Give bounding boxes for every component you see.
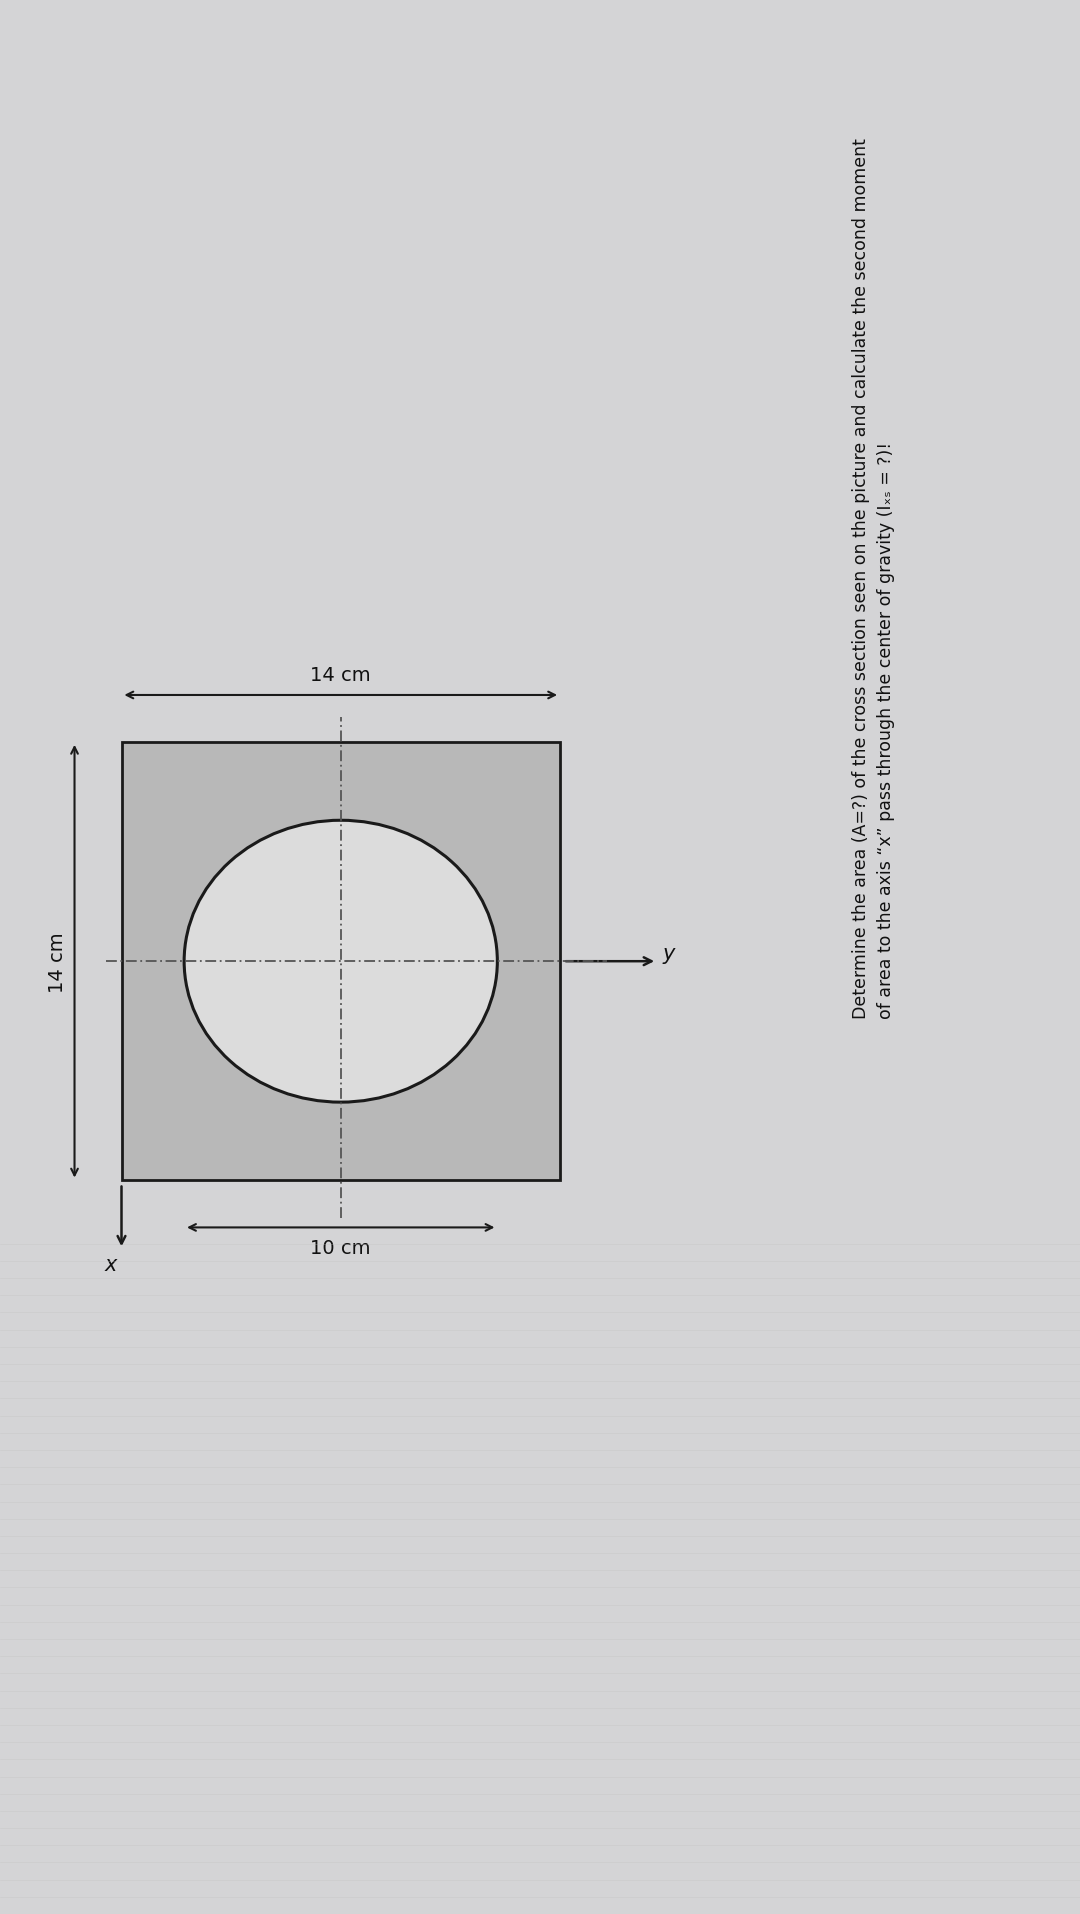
Text: y: y xyxy=(663,944,675,965)
Text: 10 cm: 10 cm xyxy=(310,1238,372,1257)
Text: x: x xyxy=(105,1254,117,1275)
Text: 14 cm: 14 cm xyxy=(48,932,67,991)
Text: Determine the area (A=?) of the cross section seen on the picture and calculate : Determine the area (A=?) of the cross se… xyxy=(852,138,895,1018)
Bar xyxy=(121,743,561,1181)
Text: 14 cm: 14 cm xyxy=(310,666,372,685)
Ellipse shape xyxy=(184,821,498,1102)
